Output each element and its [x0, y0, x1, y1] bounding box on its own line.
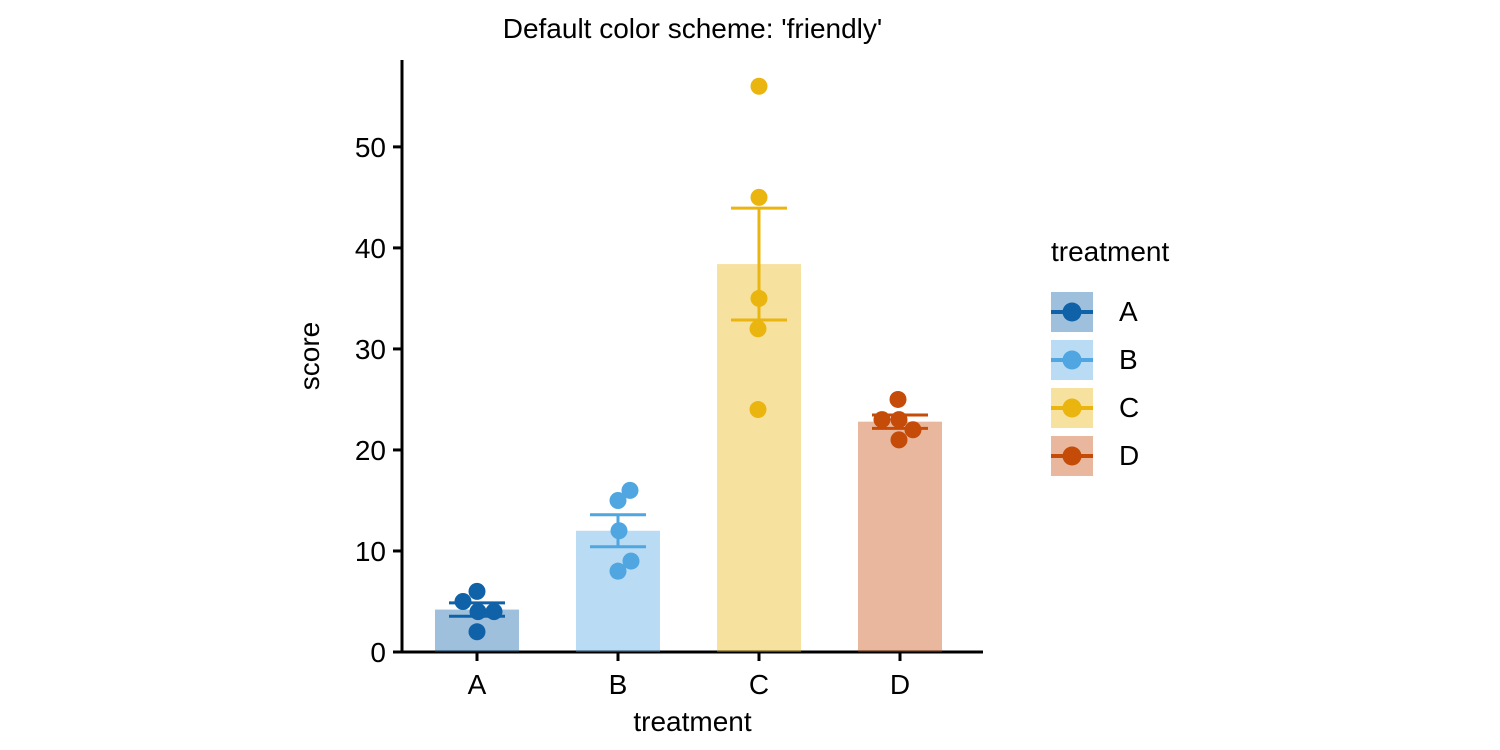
legend-item-label: C — [1119, 392, 1140, 423]
y-tick-label: 40 — [355, 233, 386, 264]
x-tick-label: D — [890, 669, 910, 700]
legend-item-C: C — [1051, 388, 1169, 428]
data-point-B — [609, 562, 627, 580]
x-axis-label: treatment — [633, 706, 752, 737]
data-point-D — [890, 431, 908, 449]
data-point-C — [749, 401, 767, 419]
data-point-B — [610, 522, 628, 540]
legend-item-label: A — [1119, 296, 1138, 327]
legend-item-label: D — [1119, 440, 1140, 471]
data-point-A — [454, 592, 472, 610]
legend-item-B: B — [1051, 340, 1169, 380]
y-tick-label: 50 — [355, 132, 386, 163]
data-point-D — [890, 411, 908, 429]
data-point-C — [750, 188, 768, 206]
data-point-A — [468, 582, 486, 600]
data-point-A — [468, 623, 486, 641]
y-tick-label: 0 — [370, 637, 386, 668]
data-point-B — [622, 552, 640, 570]
legend-item-D: D — [1051, 436, 1169, 476]
data-point-C — [750, 77, 768, 95]
data-point-D — [873, 411, 891, 429]
data-point-C — [749, 320, 767, 338]
legend-item-A: A — [1051, 292, 1169, 332]
x-tick-label: A — [468, 669, 487, 700]
legend-key-B — [1051, 340, 1093, 380]
legend-key-C — [1051, 388, 1093, 428]
x-tick-label: B — [609, 669, 628, 700]
data-point-A — [485, 603, 503, 621]
bar-B — [576, 530, 660, 652]
y-tick-label: 10 — [355, 536, 386, 567]
data-point-A — [469, 603, 487, 621]
legend-title: treatment — [1051, 236, 1170, 267]
y-tick-label: 30 — [355, 334, 386, 365]
chart-title: Default color scheme: 'friendly' — [502, 13, 883, 44]
legend-item-label: B — [1119, 344, 1138, 375]
x-tick-label: C — [749, 669, 769, 700]
data-point-C — [750, 289, 768, 307]
legend-key-A — [1051, 292, 1093, 332]
bar-D — [858, 421, 942, 652]
data-point-D — [889, 390, 907, 408]
y-tick-label: 20 — [355, 435, 386, 466]
data-point-B — [621, 481, 639, 499]
data-point-B — [609, 491, 627, 509]
data-point-D — [904, 421, 922, 439]
legend-key-D — [1051, 436, 1093, 476]
